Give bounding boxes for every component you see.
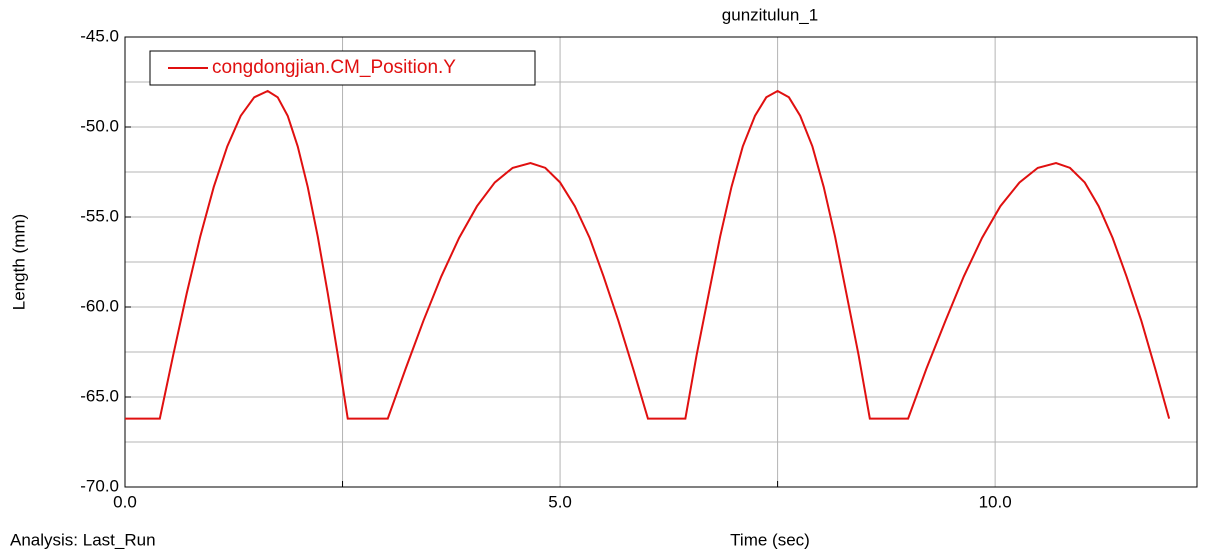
- x-tick-label: 10.0: [979, 492, 1012, 511]
- x-axis-label: Time (sec): [730, 530, 810, 549]
- y-tick-label: -45.0: [80, 26, 119, 45]
- legend-box: [149, 50, 536, 86]
- plot-frame: [124, 36, 1198, 488]
- y-tick-label: -60.0: [80, 296, 119, 315]
- y-axis-label: Length (mm): [9, 214, 28, 310]
- x-tick-label: 5.0: [548, 492, 572, 511]
- y-tick-label: -50.0: [80, 116, 119, 135]
- chart-title: gunzitulun_1: [722, 5, 818, 24]
- x-tick-label: 0.0: [113, 492, 137, 511]
- y-tick-label: -65.0: [80, 386, 119, 405]
- data-line: [125, 89, 1171, 420]
- y-tick-label: -70.0: [80, 476, 119, 495]
- legend-label: congdongjian.CM_Position.Y: [212, 57, 456, 78]
- y-tick-label: -55.0: [80, 206, 119, 225]
- annotation: Analysis: Last_Run: [10, 530, 156, 549]
